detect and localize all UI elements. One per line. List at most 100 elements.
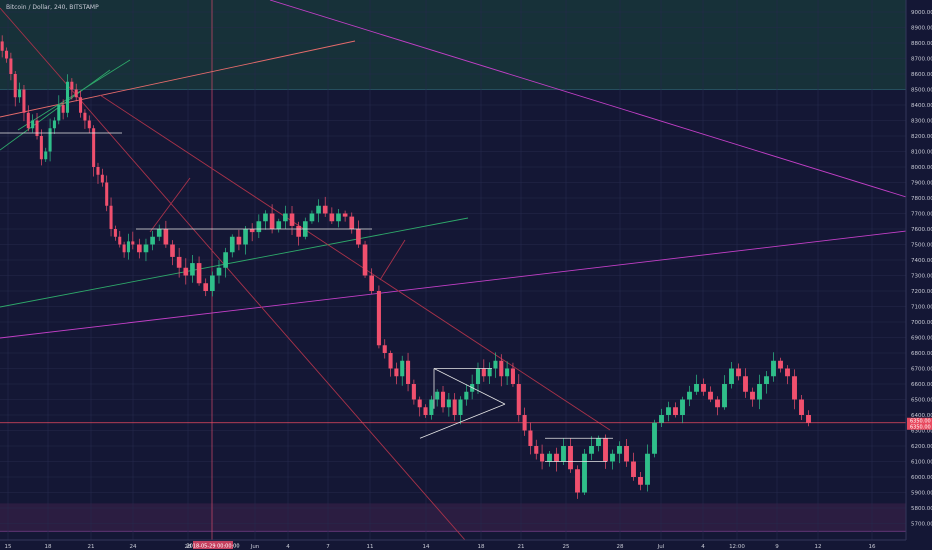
candle-body <box>652 422 657 454</box>
channel-line-lower <box>99 94 611 431</box>
candle-body <box>150 236 155 245</box>
candle-body <box>624 446 629 462</box>
candle-body <box>596 438 601 446</box>
price-tick-label: 7600.00 <box>911 227 932 233</box>
candle-body <box>79 97 83 113</box>
candle-body <box>411 384 416 400</box>
time-tick-label: Jul <box>657 544 665 550</box>
candle-body <box>118 236 122 245</box>
candle-body <box>481 368 486 377</box>
candle-body <box>554 453 559 462</box>
candle-body <box>336 213 341 222</box>
candle-body <box>429 399 434 415</box>
price-tick-label: 8700.00 <box>911 57 932 63</box>
price-tick-label: 9000.00 <box>911 10 932 16</box>
candle-body <box>223 252 228 268</box>
price-tick-label: 8000.00 <box>911 165 932 171</box>
candle-body <box>44 151 48 160</box>
price-axis-panel[interactable] <box>906 0 932 540</box>
candle-body <box>61 105 65 113</box>
green-trend-line <box>0 217 469 308</box>
candle-body <box>659 415 664 423</box>
candle-body <box>799 399 804 415</box>
candle-body <box>505 368 510 377</box>
resistance-zone <box>0 0 906 90</box>
candle-body <box>249 229 255 233</box>
time-tick-label: 25 <box>563 544 570 550</box>
candle-body <box>26 112 30 129</box>
candle-body <box>369 275 375 291</box>
candle-body <box>487 368 492 377</box>
candle-body <box>322 205 328 214</box>
price-axis[interactable]: 9000.00 8900.00 8800.00 8700.00 8600.00 8500.… <box>907 10 932 528</box>
candle-body <box>126 241 130 253</box>
candle-body <box>31 120 35 129</box>
candle-body <box>792 376 797 400</box>
candle-body <box>183 267 189 276</box>
candle-body <box>229 236 235 253</box>
candle-body <box>96 167 100 175</box>
grid-layer <box>0 0 906 540</box>
candle-body <box>18 89 22 98</box>
candle-body <box>534 446 539 454</box>
candle-body <box>143 244 149 253</box>
candle-body <box>382 345 387 353</box>
candle-body <box>687 391 692 400</box>
time-tick-label: 12:00 <box>729 544 745 550</box>
candle-body <box>210 275 215 291</box>
candle-body <box>406 360 411 384</box>
candle-body <box>131 241 135 245</box>
time-axis-panel[interactable] <box>0 540 932 550</box>
price-tick-label: 5800.00 <box>911 506 932 512</box>
candle-body <box>156 229 162 237</box>
candle-body <box>283 213 288 222</box>
candle-body <box>376 291 381 346</box>
candle-body <box>452 399 457 415</box>
channel-connector-2 <box>149 177 191 233</box>
price-tick-label: 8800.00 <box>911 41 932 47</box>
price-tick-label: 7700.00 <box>911 212 932 218</box>
time-tick-label: 11 <box>367 544 374 550</box>
candle-body <box>342 213 348 217</box>
candle-body <box>617 446 622 454</box>
price-tick-label: 7000.00 <box>911 320 932 326</box>
candle-body <box>35 120 39 136</box>
candle-body <box>475 368 481 384</box>
candle-body <box>349 216 355 229</box>
candle-body <box>362 244 368 276</box>
candle-body <box>589 446 594 454</box>
price-tick-label: 6100.00 <box>911 460 932 466</box>
candle-body <box>9 58 13 74</box>
price-tick-label: 7900.00 <box>911 181 932 187</box>
candle-body <box>561 446 566 462</box>
price-tick-label: 7400.00 <box>911 258 932 264</box>
candle-body <box>136 244 142 253</box>
candle-body <box>70 81 74 90</box>
candle-body <box>464 391 469 400</box>
chart-title: Bitcoin / Dollar, 240, BITSTAMP <box>6 4 99 11</box>
candle-body <box>806 415 811 423</box>
candle-body <box>39 136 43 160</box>
time-axis[interactable]: 15 18 21 24 28 Jun 4 7 11 14 18 21 25 28 Jul 4 12:00 9 12 1… <box>5 541 876 550</box>
candle-body <box>771 360 776 377</box>
price-tick-label: 8900.00 <box>911 26 932 32</box>
candle-body <box>176 256 182 268</box>
price-tick-label: 8300.00 <box>911 119 932 125</box>
candle-body <box>435 391 440 400</box>
candles-layer <box>0 35 811 499</box>
time-tick-label: 18 <box>45 544 52 550</box>
candle-body <box>568 446 573 470</box>
early-channel-lower <box>0 69 111 151</box>
candle-body <box>701 384 706 392</box>
candle-body <box>243 229 248 245</box>
candle-body <box>113 229 117 237</box>
price-tick-label: 6600.00 <box>911 382 932 388</box>
price-tick-label: 7500.00 <box>911 243 932 249</box>
time-tick-label: 16 <box>869 544 876 550</box>
candle-body <box>190 263 195 276</box>
time-tick-label: 28 <box>185 544 192 550</box>
candle-body <box>610 453 615 462</box>
